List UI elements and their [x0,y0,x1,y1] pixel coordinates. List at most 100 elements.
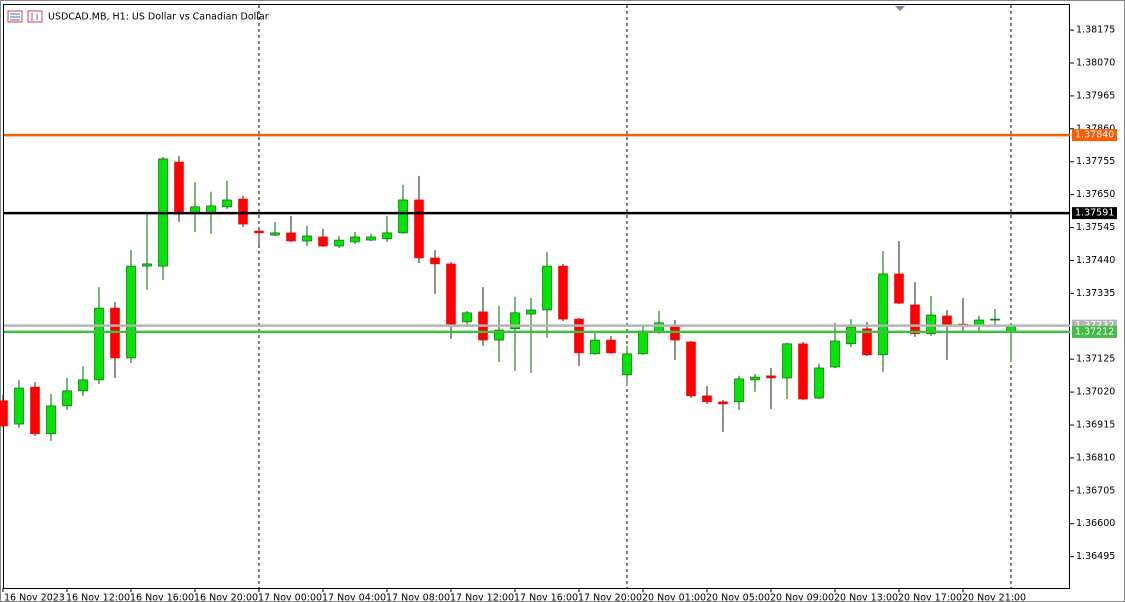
candle-body [622,353,632,376]
candle-body [334,239,344,247]
price-label: 1.37212 [1075,326,1114,337]
y-tick-label: 1.36915 [1076,420,1115,431]
y-tick-label: 1.37545 [1076,222,1115,233]
candle-body [798,343,808,400]
price-label: 1.37591 [1075,208,1114,219]
y-tick-label: 1.37650 [1076,189,1115,200]
x-tick-label: 17 Nov 00:00 [258,593,322,602]
candle-body [718,401,728,405]
y-tick-label: 1.36495 [1076,551,1115,562]
y-tick-label: 1.37440 [1076,255,1115,266]
candle-body [446,263,456,325]
candle-body [94,307,104,381]
symbol-icons [7,10,43,23]
candle-body [398,199,408,234]
candle-body [174,161,184,215]
candle-body [366,236,376,241]
candle-body [142,263,152,267]
x-tick-label: 17 Nov 04:00 [322,593,386,602]
x-tick-label: 17 Nov 08:00 [386,593,450,602]
y-tick-label: 1.37965 [1076,90,1115,101]
candle-body [590,339,600,355]
price-label-box [1072,129,1117,142]
candle-body [62,390,72,407]
x-tick-label: 20 Nov 05:00 [706,593,770,602]
y-tick-label: 1.38070 [1076,57,1115,68]
price-label: 1.37840 [1075,130,1114,141]
candle-body [302,235,312,242]
candle-body [30,386,40,435]
x-tick-label: 16 Nov 20:00 [194,593,258,602]
candle-body [910,304,920,335]
x-tick-label: 20 Nov 09:00 [770,593,834,602]
candle-body [558,265,568,320]
candle-body [702,395,712,403]
candle-body [830,340,840,368]
marker [895,6,905,11]
x-tick-label: 16 Nov 2023 [4,593,65,602]
candle-body [238,198,248,225]
price-label-box [1072,325,1117,338]
candle-body [814,367,824,399]
candle-body [254,230,264,234]
candle-body [0,400,8,427]
x-tick-label: 17 Nov 20:00 [578,593,642,602]
candle-body [414,199,424,259]
y-tick-label: 1.36600 [1076,518,1115,529]
candle-body [638,330,648,355]
y-tick-label: 1.37755 [1076,156,1115,167]
candle-body [686,341,696,397]
candle-body [574,318,584,354]
x-tick-label: 17 Nov 12:00 [450,593,514,602]
candle-body [878,273,888,356]
y-tick-label: 1.37860 [1076,123,1115,134]
y-tick-label: 1.37020 [1076,387,1115,398]
candle-body [926,314,936,335]
candle-body [526,309,536,315]
y-tick-label: 1.37125 [1076,354,1115,365]
candle-body [350,236,360,243]
candle-body [14,387,24,425]
candle-body [46,405,56,435]
x-tick-label: 20 Nov 01:00 [642,593,706,602]
candle-body [126,265,136,359]
candle-body [286,232,296,242]
x-tick-label: 17 Nov 16:00 [514,593,578,602]
candle-body [222,199,232,208]
price-label: 1.37232 [1075,320,1114,331]
x-tick-label: 20 Nov 17:00 [898,593,962,602]
candle-body [654,322,664,333]
y-tick-label: 1.36810 [1076,452,1115,463]
candle-body [430,257,440,265]
candle-body [270,232,280,236]
x-tick-label: 16 Nov 16:00 [130,593,194,602]
candle-body [318,236,328,247]
candle-body [462,312,472,323]
x-tick-label: 20 Nov 21:00 [962,593,1026,602]
y-tick-label: 1.36705 [1076,485,1115,496]
candle-body [974,319,984,326]
x-tick-label: 20 Nov 13:00 [834,593,898,602]
candle-body [782,343,792,379]
candle-body [766,375,776,379]
y-tick-label: 1.37335 [1076,288,1115,299]
candle-body [510,312,520,330]
plot-border [3,4,1070,589]
candle-body [734,378,744,403]
chart-title: USDCAD.MB, H1: US Dollar vs Canadian Dol… [48,12,269,23]
candle-body [606,339,616,354]
candle-body [382,232,392,240]
x-tick-label: 16 Nov 12:00 [66,593,130,602]
candle-body [846,326,856,345]
y-tick-label: 1.38175 [1076,25,1115,36]
price-label-box [1072,207,1117,220]
candle-body [990,318,1000,321]
candle-body [894,273,904,304]
candle-body [750,376,760,381]
icon [27,10,43,23]
candle-body [494,329,504,341]
candle-body [862,328,872,356]
candle-body [542,265,552,311]
